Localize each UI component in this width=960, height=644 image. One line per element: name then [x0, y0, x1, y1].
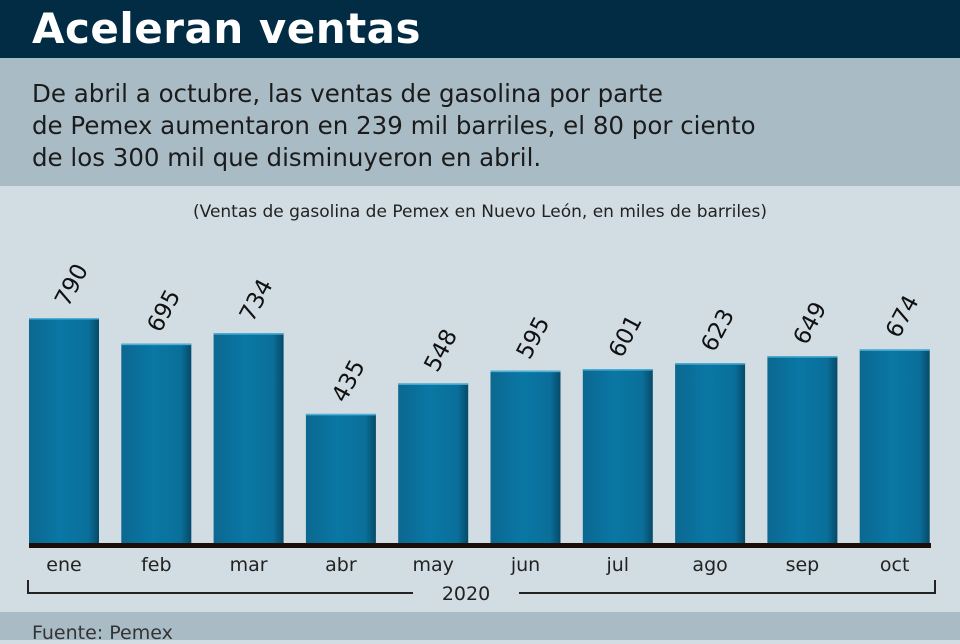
chart-subtitle: (Ventas de gasolina de Pemex en Nuevo Le…: [193, 202, 767, 222]
bar-top-edge: [29, 318, 99, 320]
x-tick-jun: jun: [510, 554, 540, 576]
data-label-abr: 435: [327, 356, 371, 407]
bar-top-edge: [582, 369, 653, 371]
lead-text: De abril a octubre, las ventas de gasoli…: [32, 78, 932, 174]
x-tick-jul: jul: [605, 554, 629, 576]
lead-line: de Pemex aumentaron en 239 mil barriles,…: [32, 111, 756, 140]
bar-top-edge: [859, 349, 930, 351]
bar-top-edge: [213, 333, 284, 335]
x-tick-abr: abr: [325, 554, 357, 576]
source-note: Fuente: Pemex: [32, 622, 173, 644]
data-label-ago: 623: [696, 305, 740, 356]
bar-oct: [859, 349, 930, 543]
x-axis-label: 2020: [442, 583, 490, 605]
bar-top-edge: [490, 370, 561, 373]
data-label-ene: 790: [50, 260, 94, 311]
year-bracket-right: [519, 580, 936, 594]
x-tick-oct: oct: [880, 554, 910, 576]
x-tick-ago: ago: [692, 554, 727, 576]
lead-line: De abril a octubre, las ventas de gasoli…: [32, 79, 663, 108]
lead-line: de los 300 mil que disminuyeron en abril…: [32, 143, 542, 172]
bar-abr: [305, 413, 376, 543]
bar-ene: [29, 318, 99, 543]
bar-top-edge: [675, 363, 746, 365]
bar-chart: 790 695 734 435 548 595 601 623 649 674 ene feb mar…: [27, 260, 936, 605]
bars-group: [29, 318, 930, 543]
bar-may: [398, 383, 469, 543]
x-tick-may: may: [412, 554, 453, 576]
data-label-may: 548: [420, 325, 464, 376]
bar-top-edge: [767, 356, 838, 358]
bar-jul: [582, 369, 653, 543]
data-label-jun: 595: [512, 313, 556, 364]
x-tick-mar: mar: [230, 554, 268, 576]
data-label-sep: 649: [789, 298, 833, 349]
bar-mar: [213, 333, 284, 543]
x-tick-labels-group: ene feb mar abr may jun jul ago sep oct: [46, 554, 909, 576]
data-label-feb: 695: [143, 286, 187, 337]
year-bracket-left: [27, 580, 413, 594]
data-label-jul: 601: [604, 311, 648, 362]
x-axis-baseline: [29, 543, 931, 548]
data-labels-group: 790 695 734 435 548 595 601 623 649 674: [50, 260, 924, 407]
x-tick-sep: sep: [786, 554, 820, 576]
bar-ago: [675, 363, 746, 543]
chart-headline: Aceleran ventas: [32, 4, 422, 53]
bar-feb: [121, 343, 192, 543]
bar-top-edge: [398, 383, 469, 385]
x-tick-feb: feb: [141, 554, 171, 576]
bar-top-edge: [121, 343, 192, 346]
lead-panel: De abril a octubre, las ventas de gasoli…: [0, 58, 960, 186]
bar-sep: [767, 356, 838, 543]
data-label-mar: 734: [235, 275, 279, 326]
data-label-oct: 674: [881, 291, 925, 342]
footer-panel: Fuente: Pemex: [0, 612, 960, 644]
header-bar: Aceleran ventas: [0, 0, 960, 58]
bar-jun: [490, 370, 561, 543]
bar-top-edge: [305, 413, 376, 416]
x-tick-ene: ene: [46, 554, 81, 576]
